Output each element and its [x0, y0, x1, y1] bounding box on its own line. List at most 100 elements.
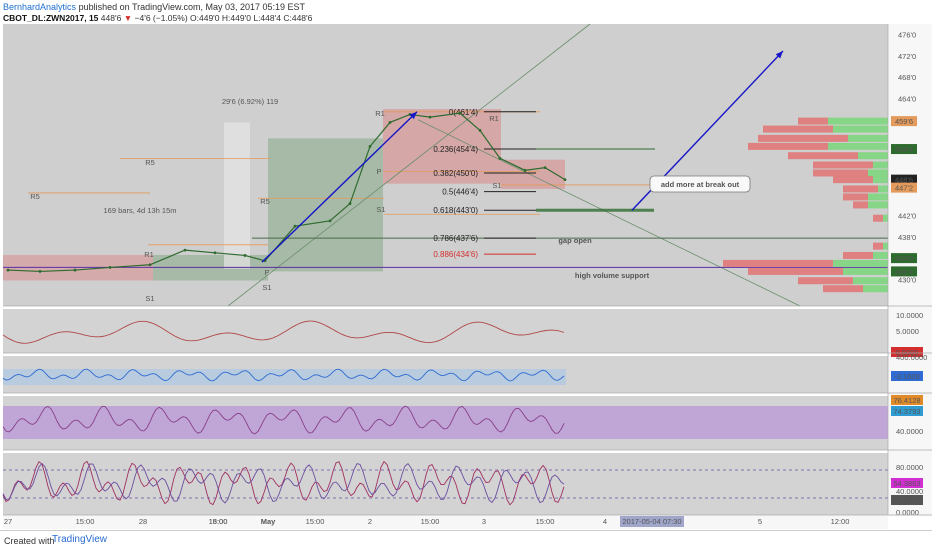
volume-profile-sell-2 [758, 134, 848, 142]
high-price: H:449'0 [221, 13, 251, 23]
cci-tag-bg-1 [891, 371, 923, 381]
volume-profile-sell-1 [763, 125, 833, 133]
stoch-pane [3, 453, 888, 515]
volume-profile-sell-5 [813, 161, 873, 169]
volume-profile-sell-12 [873, 242, 883, 250]
symbol-name[interactable]: CBOT_DL:ZWN2017, 15 [3, 13, 99, 23]
stoch-signal-line [2, 462, 565, 504]
volume-profile-buy-8 [878, 185, 888, 193]
price-point-10 [328, 219, 332, 223]
rsi-band [3, 406, 888, 439]
breakout-callout [649, 175, 751, 193]
price-tag-bg-4 [891, 116, 917, 127]
price-point-12 [368, 144, 372, 148]
x-tick-3: 15:00 [209, 517, 228, 526]
stoch-tick-3: 23.3476 [893, 496, 920, 505]
pivot-label-10: R5 [260, 197, 270, 206]
volume-profile-sell-16 [798, 277, 853, 285]
pivot-label-0: R1 [375, 109, 385, 118]
down-arrow-icon: ▼ [123, 13, 133, 23]
price-point-0 [6, 268, 10, 272]
price-tag-bg-6 [891, 174, 917, 185]
stoch-tick-1: 54.3863 [893, 479, 920, 488]
author-link[interactable]: BernhardAnalytics [3, 2, 77, 12]
fib-label-6: 0.886(434'6) [433, 250, 478, 259]
stoch-tick-4: 0.0000 [896, 508, 919, 517]
volume-profile-sell-7 [833, 176, 873, 184]
price-tick-10: 434'0 [895, 254, 913, 263]
x-tick-0: 27 [4, 517, 12, 526]
price-point-15 [428, 115, 432, 119]
trend-line-down [417, 119, 801, 307]
rally-arrow-head [409, 111, 417, 120]
x-tick-5: May [261, 517, 276, 526]
pivot-label-5: S1 [145, 294, 154, 303]
measure-label: 29'6 (6.92%) 119 [222, 97, 278, 106]
price-point-17 [478, 129, 482, 132]
close-price: C:448'6 [283, 13, 313, 23]
price-point-16 [458, 111, 462, 115]
price-point-7 [243, 254, 247, 257]
price-point-13 [388, 121, 392, 124]
x-tick-9: 3 [482, 517, 486, 526]
pivot-label-2: R5 [30, 192, 40, 201]
rsi-tick-2: 40.0000 [896, 427, 923, 436]
volume-profile-sell-14 [723, 259, 833, 267]
volume-profile-buy-15 [843, 267, 888, 275]
volatility-tick-2: 0.5000 [896, 348, 919, 357]
target-arrow-head [775, 51, 783, 59]
volume-profile-sell-9 [843, 193, 868, 201]
volume-profile-buy-6 [868, 169, 888, 177]
price-chart[interactable]: 0(461'4) 0.236(454'4) 0.382(450'0) 0.5(446'… [0, 0, 932, 530]
fib-label-0: 0(461'4) [449, 108, 478, 117]
gap-label: gap open [558, 236, 592, 245]
price-point-9 [293, 224, 297, 228]
stoch-tag-bg-3 [891, 495, 923, 505]
time-scale [3, 515, 888, 529]
price-tick-2: 468'0 [898, 73, 916, 82]
volume-profile-buy-4 [858, 152, 888, 160]
fib-label-2: 0.382(450'0) [433, 169, 478, 178]
volume-profile-sell-15 [748, 267, 843, 275]
cci-tick-1: -3.1609 [894, 372, 919, 381]
price-tick-5: 454'4 [895, 145, 913, 154]
volume-profile-buy-14 [833, 259, 888, 267]
rsi-tick-0: 76.4128 [893, 396, 920, 405]
cci-tick-0: 400.0000 [896, 353, 927, 362]
price-point-19 [523, 168, 527, 172]
x-tick-14: 12:00 [831, 517, 850, 526]
volume-profile-buy-0 [828, 117, 888, 125]
volume-profile-sell-4 [788, 152, 858, 160]
price-point-2 [73, 268, 77, 272]
price-point-4 [148, 263, 152, 267]
pivot-label-6: S1 [376, 205, 385, 214]
volume-profile-buy-16 [853, 277, 888, 285]
volume-profile-buy-12 [883, 242, 888, 250]
volume-profile-sell-6 [813, 169, 868, 177]
price-tick-9: 438'0 [898, 233, 916, 242]
pivot-label-4: P [376, 167, 381, 176]
price-tick-7: 447'2 [895, 184, 913, 193]
cci-band [3, 369, 566, 385]
x-tick-2: 28 [139, 517, 147, 526]
x-tick-13: 5 [758, 517, 762, 526]
x-tick-7: 2 [368, 517, 372, 526]
price-point-1 [38, 270, 42, 273]
price-point-3 [108, 266, 112, 269]
created-with-label: Created with [4, 536, 55, 546]
volume-profile-buy-5 [873, 161, 888, 169]
price-point-18 [498, 156, 502, 160]
tradingview-logo[interactable]: TradingView [52, 534, 108, 545]
pivot-label-9: S1 [492, 181, 501, 190]
volume-profile-buy-9 [868, 193, 888, 201]
volume-profile-sell-3 [748, 142, 828, 150]
open-price: O:449'0 [190, 13, 220, 23]
pivot-label-11: S1 [262, 283, 271, 292]
volume-profile-sell-17 [823, 285, 863, 293]
cursor-time-bg [620, 516, 684, 527]
pivot-label-1: R5 [145, 158, 155, 167]
rsi-tag-bg-0 [891, 395, 923, 405]
price-tag-bg-7 [891, 182, 917, 193]
price-tick-11: 430'0 [898, 275, 916, 284]
